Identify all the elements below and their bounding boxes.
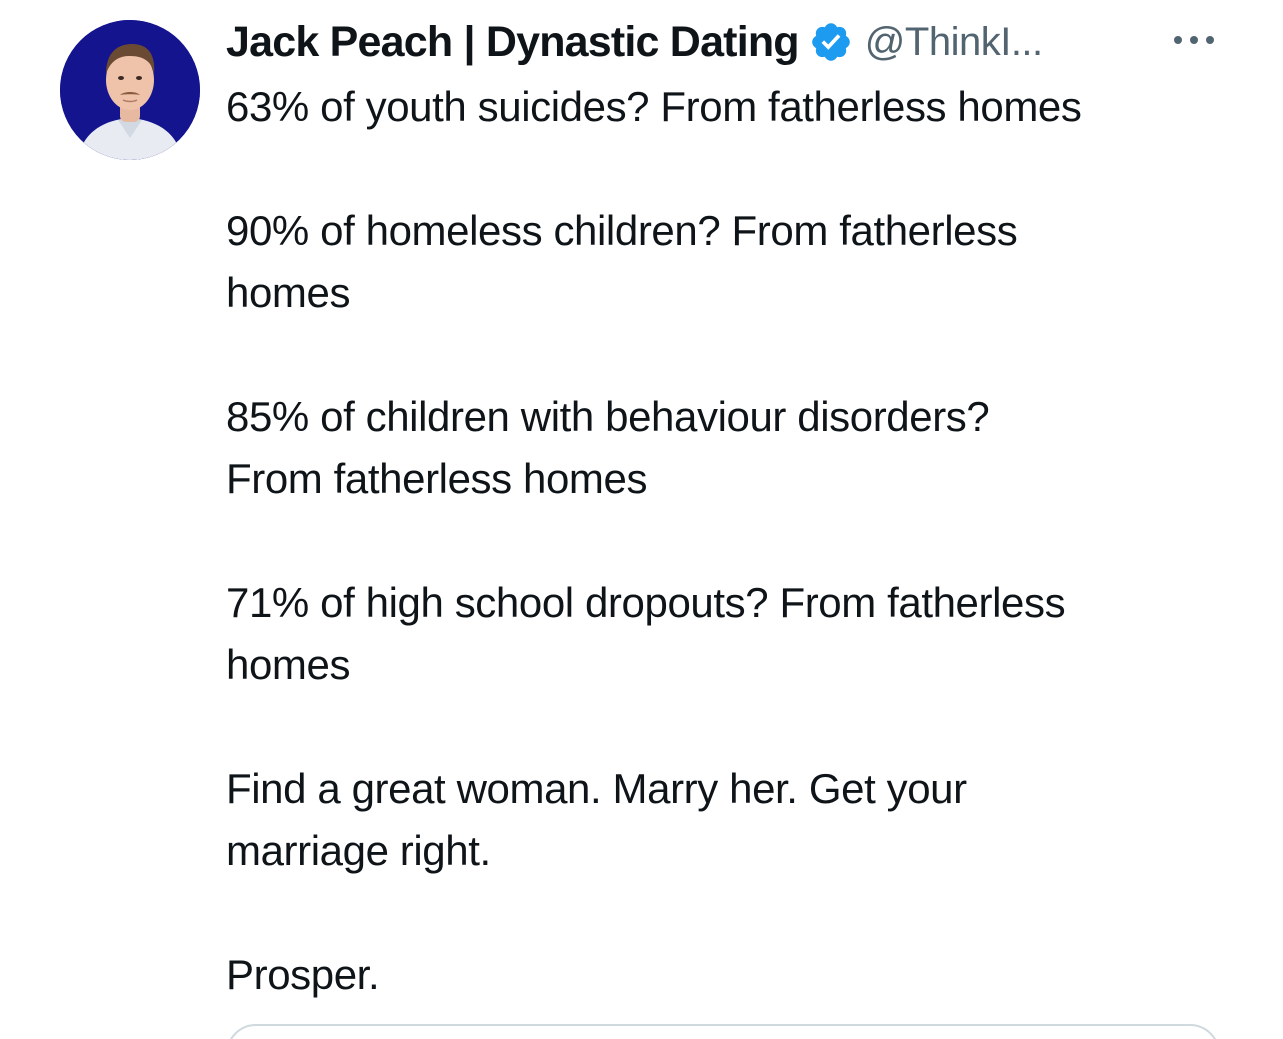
paragraph-gap xyxy=(226,510,1266,572)
tweet-line: 90% of homeless children? From fatherles… xyxy=(226,207,1018,254)
verified-badge-icon[interactable] xyxy=(809,20,853,64)
author-handle[interactable]: @ThinkI... xyxy=(864,19,1043,64)
more-options-icon[interactable] xyxy=(1170,22,1218,58)
paragraph-gap xyxy=(226,324,1266,386)
tweet-header: Jack Peach | Dynastic Dating @ThinkI... xyxy=(226,14,1226,70)
tweet-line: Prosper. xyxy=(226,951,380,998)
tweet-line: 71% of high school dropouts? From father… xyxy=(226,579,1066,626)
tweet-line: From fatherless homes xyxy=(226,455,648,502)
tweet-line: homes xyxy=(226,269,351,316)
embedded-card-edge[interactable] xyxy=(226,1024,1220,1039)
paragraph-gap xyxy=(226,138,1266,200)
tweet-paragraph: 90% of homeless children? From fatherles… xyxy=(226,200,1266,324)
tweet-line: marriage right. xyxy=(226,827,491,874)
paragraph-gap xyxy=(226,696,1266,758)
tweet-paragraph: Prosper. xyxy=(226,944,1266,1006)
author-display-name[interactable]: Jack Peach | Dynastic Dating xyxy=(226,17,800,66)
tweet-line: Find a great woman. Marry her. Get your xyxy=(226,765,967,812)
tweet-paragraph: Find a great woman. Marry her. Get your … xyxy=(226,758,1266,882)
tweet-paragraph: 71% of high school dropouts? From father… xyxy=(226,572,1266,696)
tweet-paragraph: 85% of children with behaviour disorders… xyxy=(226,386,1266,510)
tweet-paragraph: 63% of youth suicides? From fatherless h… xyxy=(226,76,1266,138)
tweet-line: 85% of children with behaviour disorders… xyxy=(226,393,990,440)
paragraph-gap xyxy=(226,882,1266,944)
tweet-text: 63% of youth suicides? From fatherless h… xyxy=(226,76,1266,1006)
tweet-line: homes xyxy=(226,641,351,688)
tweet-line: 63% of youth suicides? From fatherless h… xyxy=(226,83,1082,130)
avatar-photo xyxy=(60,20,200,160)
avatar[interactable] xyxy=(60,20,200,160)
